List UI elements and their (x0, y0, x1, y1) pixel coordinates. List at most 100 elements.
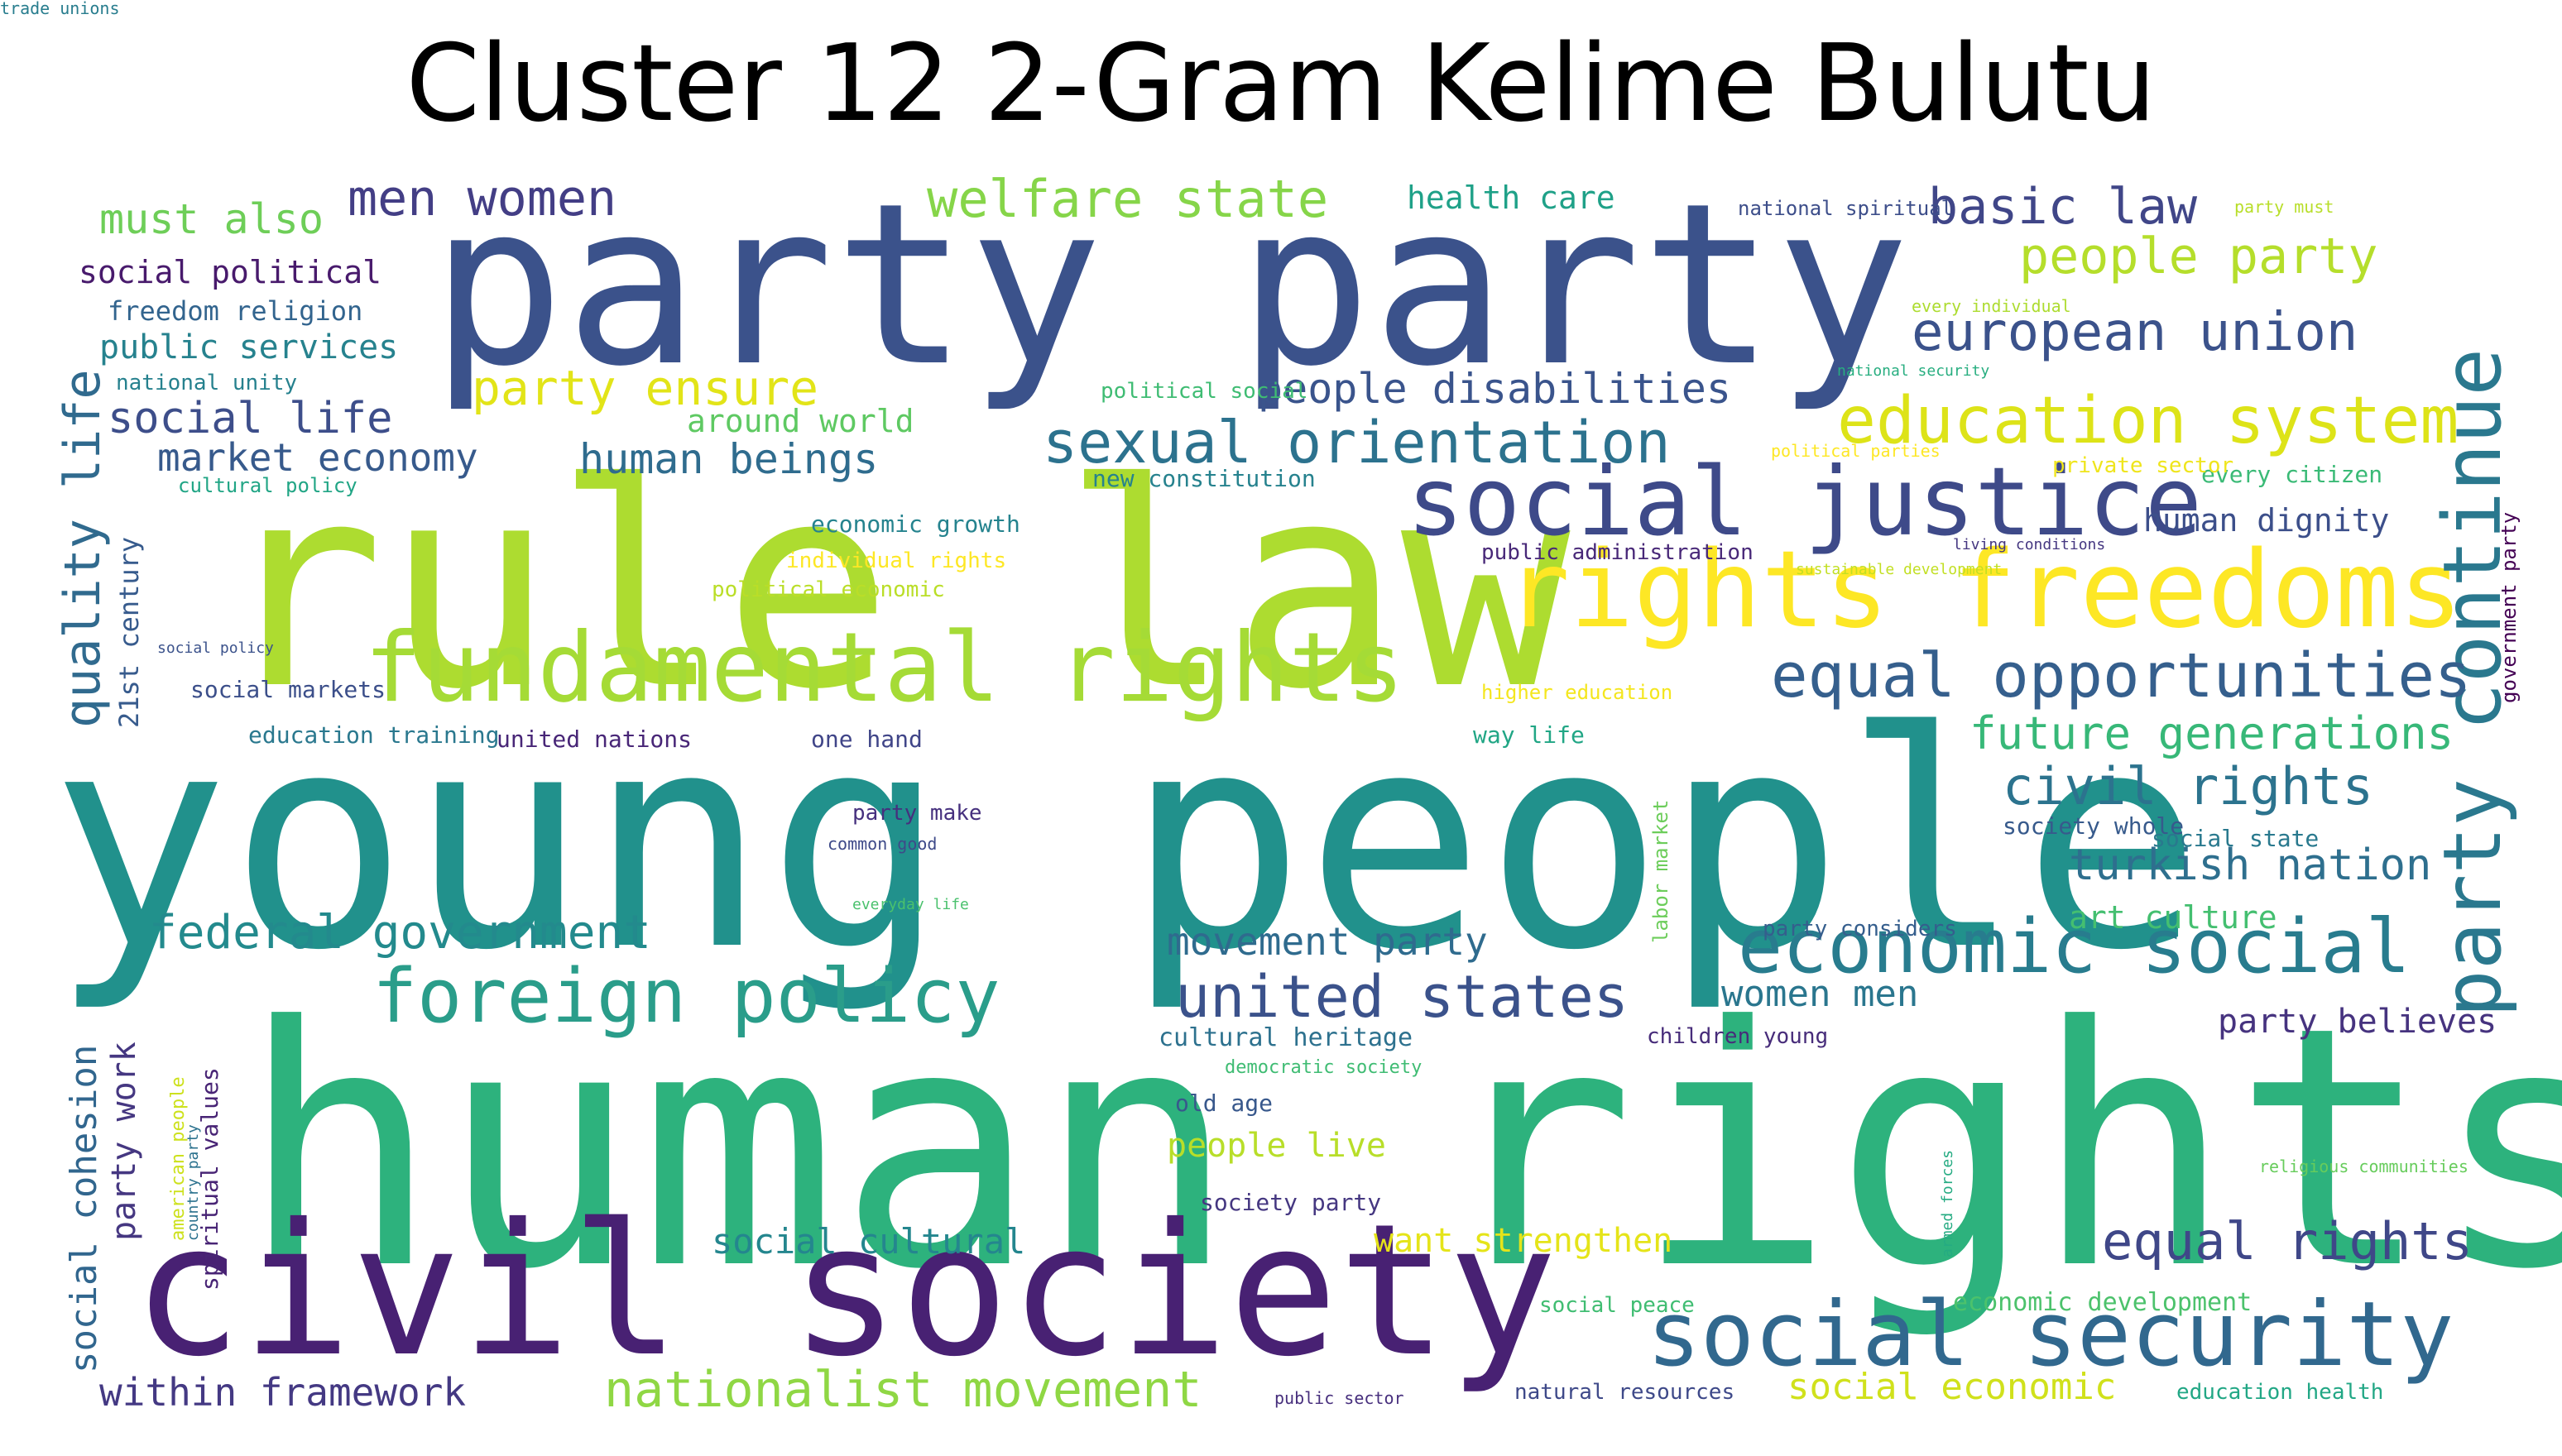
word-12: united states (1175, 963, 1629, 1031)
word-3: party party (430, 155, 1911, 415)
word-72: way life (1473, 721, 1585, 749)
word-32: human beings (579, 435, 879, 483)
word-52: economic development (1953, 1288, 2253, 1317)
word-81: democratic society (1225, 1057, 1423, 1078)
word-46: people live (1167, 1127, 1386, 1165)
word-88: party must (2234, 197, 2334, 217)
word-67: old age (1175, 1090, 1274, 1117)
word-71: political social (1101, 379, 1308, 404)
word-57: every citizen (2201, 461, 2383, 488)
word-38: social political (79, 254, 382, 290)
word-60: education training (248, 721, 500, 749)
word-36: social cohesion (63, 1044, 105, 1373)
word-42: want strengthen (1374, 1222, 1673, 1260)
word-83: political economic (712, 577, 945, 602)
word-99: trade unions (0, 0, 120, 18)
word-44: human dignity (2143, 502, 2390, 539)
word-27: turkish nation (2069, 841, 2432, 890)
word-26: future generations (1969, 707, 2454, 759)
word-59: one hand (811, 726, 923, 753)
word-1: young people (50, 668, 2202, 1015)
word-39: women men (1721, 973, 1919, 1015)
word-54: spiritual values (196, 1067, 223, 1291)
word-17: european union (1912, 302, 2358, 363)
word-86: country party (185, 1124, 202, 1241)
word-40: party work (105, 1042, 143, 1241)
word-93: sustainable development (1796, 561, 2003, 578)
word-6: rights freedoms (1506, 529, 2463, 652)
word-4: civil society (132, 1185, 1557, 1396)
word-96: armed forces (1939, 1149, 1956, 1257)
word-92: living conditions (1953, 536, 2106, 553)
word-16: education system (1837, 384, 2459, 458)
word-76: public administration (1481, 540, 1754, 565)
word-50: 21st century (113, 536, 145, 728)
word-74: natural resources (1514, 1380, 1735, 1405)
word-82: cultural policy (178, 474, 357, 497)
word-89: every individual (1912, 296, 2071, 316)
word-5: fundamental rights (364, 612, 1405, 724)
word-30: social life (108, 394, 393, 443)
word-7: social justice (1407, 447, 2202, 557)
word-2: rule law (215, 424, 1571, 751)
word-75: government party (2497, 511, 2521, 703)
word-90: national security (1837, 362, 1990, 380)
word-13: equal opportunities (1771, 640, 2472, 711)
word-35: must also (99, 195, 324, 243)
word-25: equal rights (2102, 1211, 2473, 1272)
word-68: society party (1200, 1189, 1382, 1216)
word-48: health care (1407, 180, 1615, 216)
word-49: art culture (2069, 899, 2277, 936)
word-14: welfare state (927, 169, 1329, 229)
word-23: nationalist movement (604, 1361, 1202, 1419)
word-58: society whole (2003, 812, 2185, 840)
word-70: new constitution (1092, 465, 1316, 492)
word-69: united nations (497, 726, 693, 753)
word-66: party make (852, 801, 982, 826)
word-91: political parties (1771, 441, 1941, 461)
word-9: social security (1647, 1283, 2454, 1387)
word-47: social economic (1787, 1366, 2117, 1408)
word-79: private sector (2052, 453, 2234, 478)
word-43: party believes (2218, 1003, 2497, 1041)
word-29: people disabilities (1258, 365, 1731, 413)
word-0: human rights (240, 957, 2562, 1342)
word-45: around world (687, 403, 914, 439)
word-65: economic growth (811, 510, 1020, 538)
word-95: everyday life (852, 896, 969, 913)
word-22: federal government (149, 906, 651, 960)
word-41: social cultural (712, 1221, 1026, 1262)
page-title: Cluster 12 2-Gram Kelime Bulutu (405, 22, 2157, 146)
word-21: party ensure (472, 360, 819, 416)
word-19: basic law (1928, 178, 2198, 236)
word-33: movement party (1167, 919, 1488, 964)
word-97: religious communities (2259, 1157, 2468, 1176)
word-73: party considers (1763, 917, 1957, 941)
word-31: market economy (157, 435, 478, 480)
word-37: public services (99, 328, 399, 366)
word-18: men women (348, 170, 617, 228)
word-20: people party (2019, 228, 2378, 285)
word-85: social policy (157, 639, 274, 657)
word-56: social state (2152, 825, 2320, 852)
word-87: national spiritual (1738, 197, 1954, 220)
word-98: public sector (1274, 1388, 1404, 1408)
word-28: quality life (54, 369, 112, 728)
word-24: civil rights (2003, 756, 2373, 817)
word-84: individual rights (786, 548, 1007, 573)
word-63: social peace (1539, 1293, 1695, 1318)
word-53: cultural heritage (1159, 1023, 1413, 1052)
word-51: freedom religion (108, 295, 363, 327)
word-11: foreign policy (372, 953, 1000, 1040)
word-64: children young (1647, 1024, 1829, 1049)
word-10: economic social (1738, 903, 2411, 990)
word-55: national unity (116, 371, 298, 395)
word-94: common good (828, 834, 938, 854)
word-62: social markets (190, 676, 386, 703)
word-34: within framework (99, 1370, 467, 1415)
word-61: labor market (1649, 799, 1672, 943)
word-77: education health (2176, 1380, 2384, 1405)
word-15: sexual orientation (1043, 409, 1671, 477)
word-78: higher education (1481, 681, 1673, 704)
